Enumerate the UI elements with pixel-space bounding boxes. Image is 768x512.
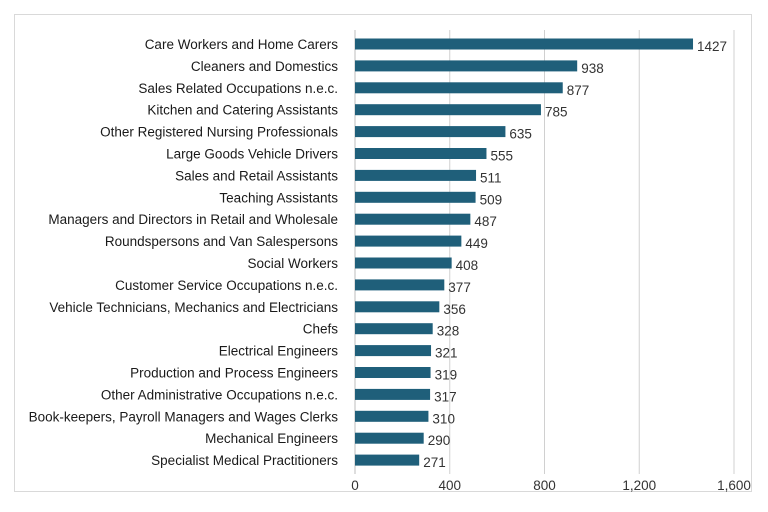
value-label: 271 <box>423 455 446 470</box>
value-label: 511 <box>480 170 502 185</box>
value-label: 328 <box>437 324 460 339</box>
value-label: 509 <box>480 192 503 207</box>
bar <box>355 38 694 50</box>
x-tick-label: 1,600 <box>717 478 751 493</box>
category-label: Kitchen and Catering Assistants <box>147 103 338 118</box>
bar <box>355 235 462 247</box>
category-label: Other Registered Nursing Professionals <box>100 125 338 140</box>
bar <box>355 191 476 203</box>
bar <box>355 301 440 313</box>
category-label: Electrical Engineers <box>219 344 339 359</box>
bar <box>355 60 578 72</box>
bar <box>355 432 424 444</box>
value-label: 1427 <box>697 39 727 54</box>
value-label: 635 <box>509 127 532 142</box>
category-label: Sales and Retail Assistants <box>175 168 338 183</box>
bar <box>355 279 445 291</box>
gridlines <box>354 30 735 474</box>
x-axis-tick-labels: 0 400 800 1,200 1,600 <box>351 478 751 493</box>
value-label: 408 <box>456 258 479 273</box>
bar <box>355 410 429 422</box>
x-tick-label: 400 <box>438 478 461 493</box>
value-label: 317 <box>434 389 457 404</box>
category-label: Specialist Medical Practitioners <box>151 453 338 468</box>
category-labels: Care Workers and Home Carers Cleaners and… <box>29 37 339 468</box>
category-label: Social Workers <box>247 256 338 271</box>
category-label: Roundspersons and Van Salespersons <box>105 234 338 249</box>
value-label: 877 <box>567 83 590 98</box>
value-label: 310 <box>432 411 455 426</box>
category-label: Sales Related Occupations n.e.c. <box>138 81 338 96</box>
bar <box>355 213 471 225</box>
category-label: Other Administrative Occupations n.e.c. <box>101 387 338 402</box>
bar <box>355 454 420 466</box>
bar <box>355 148 487 159</box>
x-tick-label: 0 <box>351 478 359 493</box>
value-label: 487 <box>474 214 497 229</box>
category-label: Customer Service Occupations n.e.c. <box>115 278 338 293</box>
bars <box>355 38 694 466</box>
bar <box>355 126 506 138</box>
category-label: Vehicle Technicians, Mechanics and Elect… <box>49 300 338 315</box>
bar <box>355 367 431 378</box>
category-label: Chefs <box>303 322 339 337</box>
value-label: 938 <box>581 61 604 76</box>
category-label: Book-keepers, Payroll Managers and Wages… <box>29 409 339 424</box>
category-label: Teaching Assistants <box>219 190 338 205</box>
category-label: Mechanical Engineers <box>205 431 338 446</box>
value-label: 785 <box>545 105 568 120</box>
category-label: Large Goods Vehicle Drivers <box>166 147 338 162</box>
value-label: 377 <box>448 280 471 295</box>
bar <box>355 345 432 357</box>
category-label: Production and Process Engineers <box>130 366 338 381</box>
bar <box>355 323 433 335</box>
value-label: 356 <box>443 302 466 317</box>
bar <box>355 257 452 269</box>
x-tick-label: 800 <box>533 478 556 493</box>
value-label: 321 <box>435 346 458 361</box>
category-label: Cleaners and Domestics <box>191 59 338 74</box>
bar <box>355 388 431 400</box>
value-labels: 1427 938 877 785 635 555 511 509 487 449 408 377 356… <box>423 39 727 470</box>
x-tick-label: 1,200 <box>622 478 656 493</box>
bar <box>355 104 541 116</box>
value-label: 290 <box>428 433 451 448</box>
bar <box>355 82 563 94</box>
value-label: 449 <box>465 236 488 251</box>
category-label: Managers and Directors in Retail and Who… <box>48 212 338 227</box>
value-label: 555 <box>490 149 513 164</box>
category-label: Care Workers and Home Carers <box>145 37 339 52</box>
value-label: 319 <box>435 368 458 383</box>
bar <box>355 169 477 181</box>
